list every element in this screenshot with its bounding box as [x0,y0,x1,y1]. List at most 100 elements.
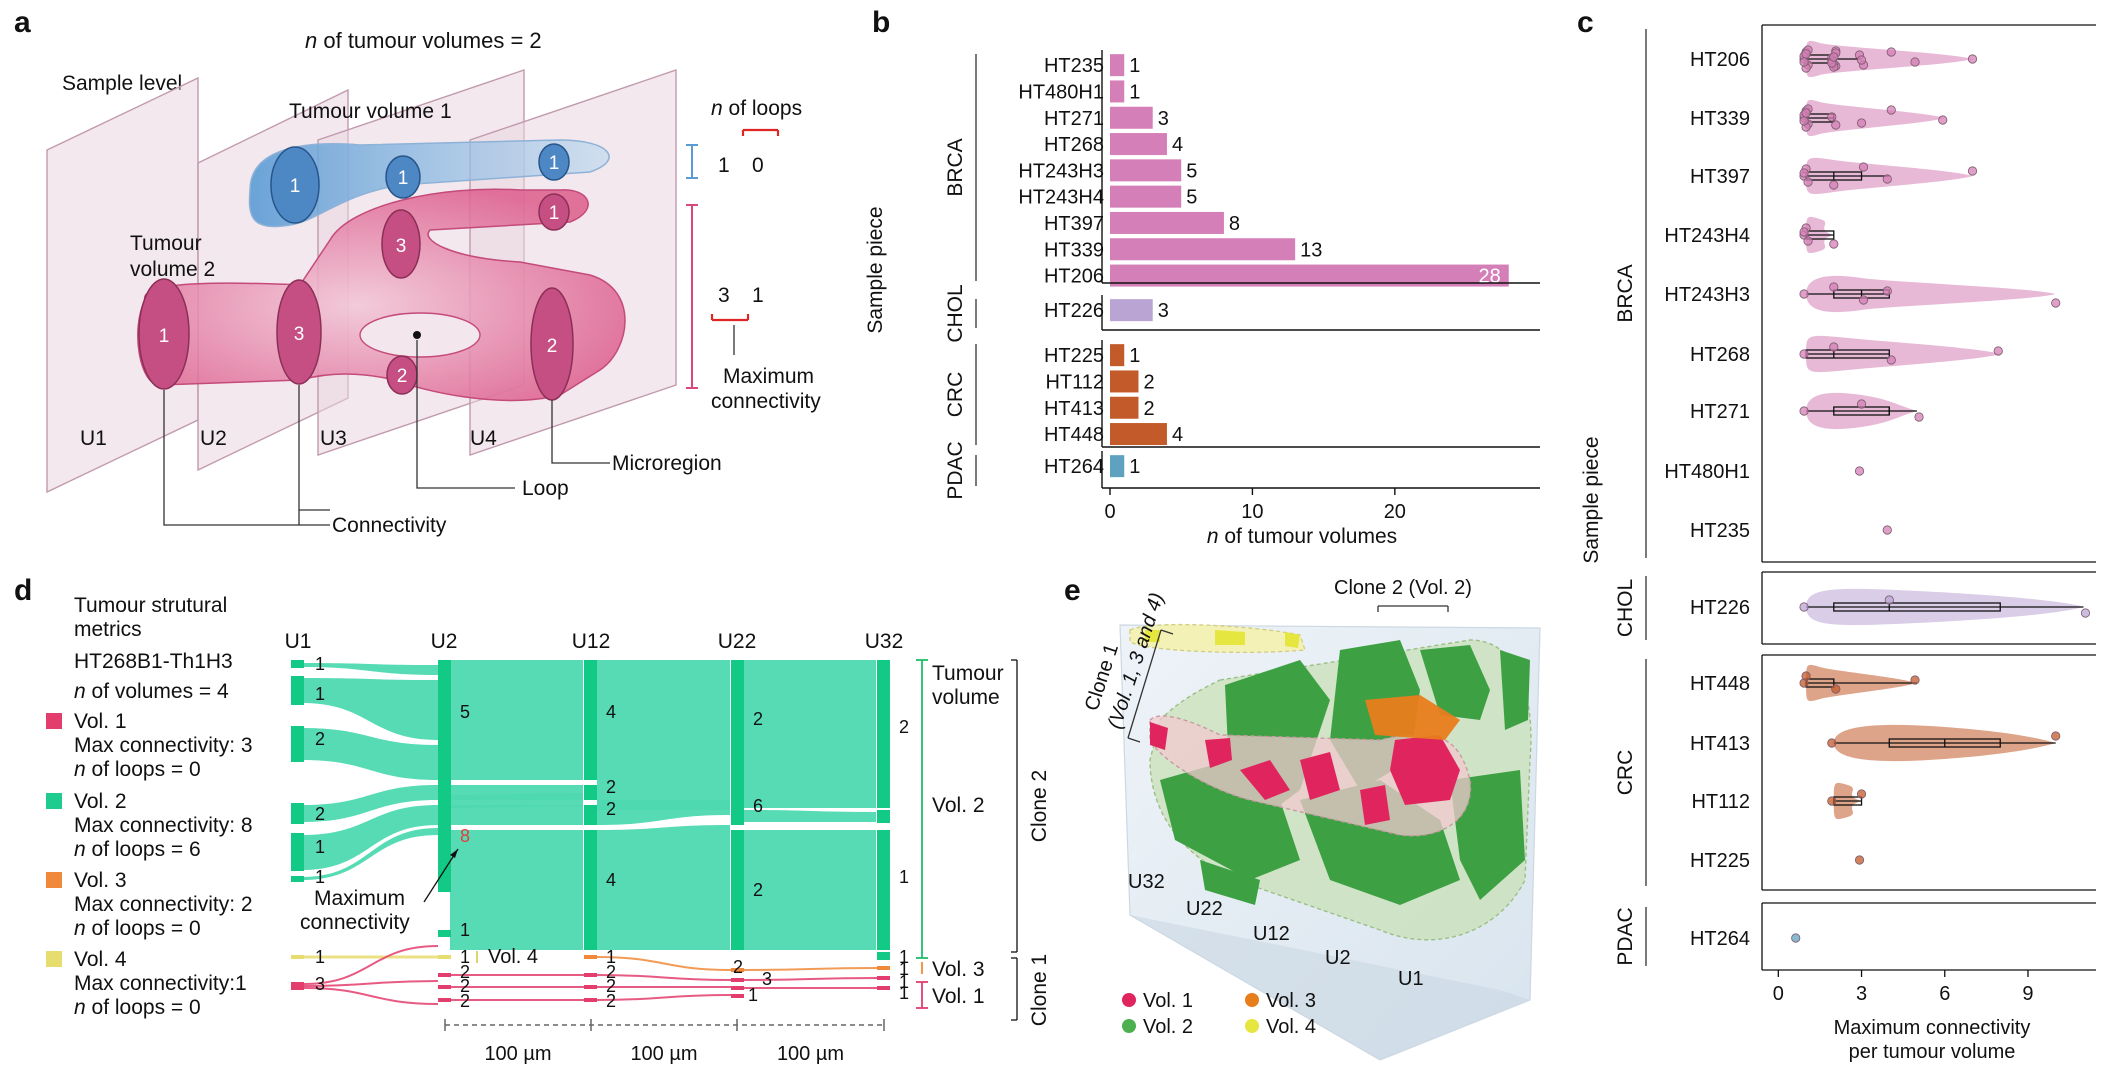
data-point [1829,239,1839,249]
row-label: HT226 [1690,597,1750,619]
sankey-node-label: 2 [460,976,470,996]
bar-category-label: HT243H3 [1018,160,1104,182]
data-point [1799,116,1809,126]
data-point [1938,115,1948,125]
sankey-node-label: 1 [315,867,325,887]
bar-category-label: HT235 [1044,55,1104,77]
sankey-node-label: 1 [899,947,909,967]
column-header: U22 [718,630,757,653]
sankey-flow [597,660,730,810]
bar [1110,370,1139,393]
data-point [1799,168,1809,178]
sankey-node-label: 2 [606,799,616,819]
data-point [1791,933,1801,943]
microregion-tv2-u3-top [381,209,421,279]
data-point [1829,180,1839,190]
sankey-node [438,660,451,892]
data-point [1882,286,1892,296]
bar [1110,396,1139,419]
sankey-node-label: 2 [606,962,616,982]
data-point [1993,346,2003,356]
sankey-node [584,985,597,989]
sample-level-label: Sample level [62,72,182,95]
group-label: CHOL [1614,579,1637,637]
vol-4-inline-label: Vol. 4 [488,946,538,968]
sankey-node-label: 1 [315,684,325,704]
sankey-node-label: 2 [733,957,743,977]
x-tick-label: 20 [1384,501,1406,523]
bar [1110,344,1125,367]
legend-label-vol3: Vol. 3 [1266,990,1316,1012]
column-header: U32 [865,630,904,653]
tv2-connectivity-value: 3 [718,284,730,307]
panel-b-bar-chart: HT235 1 HT480H1 1 HT271 3 HT268 4 HT243H3 5 HT243H… [864,50,1540,548]
tv1-connectivity-value: 1 [718,154,730,177]
bar-value-label: 1 [1129,345,1140,367]
microregion-callout-line [551,400,610,464]
sankey-node-label: 1 [899,983,909,1003]
microregion-tv1-u1 [270,146,320,224]
sankey-flow [744,810,876,822]
bar [1110,238,1296,261]
bar [1110,159,1182,182]
data-point [1884,595,1894,605]
data-point [2051,731,2061,741]
vol-4-spots [1145,630,1300,648]
sankey-flow [450,793,583,808]
volume-swatch [46,951,62,967]
bar-category-label: HT268 [1044,134,1104,156]
sankey-node-label: 1 [315,837,325,857]
sankey-node [291,726,304,762]
column-header: U1 [285,630,312,653]
sankey-node [291,876,304,882]
data-point [1854,466,1865,476]
sankey-node [877,660,890,808]
sankey-node-label: 2 [606,991,616,1011]
box [1833,602,2001,612]
clone-1-bracket [1160,629,1174,635]
data-point [1858,295,1869,305]
data-point [1856,789,1867,799]
sankey-node [291,803,304,824]
tumour-volume-label: Tumour [932,662,1004,685]
spacing-label: 100 µm [630,1043,697,1065]
section-label-u12: U12 [1253,923,1290,945]
sankey-node [438,973,451,977]
sankey-node [877,976,890,980]
data-point [1799,227,1809,237]
data-point [1801,671,1811,681]
panel-e-3d-rendering: Clone 1 (Vol. 1, 3 and 4) Clone 2 (Vol. … [1081,577,1541,1061]
row-label: HT225 [1690,850,1750,872]
max-connectivity-label: connectivity [711,390,821,413]
volume-name: Vol. 3 [74,869,127,892]
bar-value-label: 1 [1129,456,1140,478]
bar-category-label: HT206 [1044,266,1104,288]
microregion-tv2-u2 [276,279,322,385]
bar-category-label: HT264 [1044,456,1104,478]
sankey-flow [596,994,732,1001]
sankey-title: metrics [74,618,142,641]
data-point [1803,236,1813,246]
sankey-flow [450,805,583,825]
sankey-node [584,998,597,1002]
sankey-node-label: 1 [899,959,909,979]
volume-loops: n of loops = 0 [74,996,201,1019]
sankey-flow [450,660,583,780]
sankey-node [438,955,451,959]
tumour-volume-label: volume [932,686,1000,709]
row-label: HT268 [1690,344,1750,366]
data-point [1799,406,1809,416]
data-point [1856,55,1867,65]
tv2-loops-value: 1 [752,284,764,307]
legend-swatch-vol2 [1122,1019,1136,1033]
data-point [1801,108,1811,118]
bar-category-label: HT397 [1044,213,1104,235]
data-point [1882,525,1892,535]
bar [1110,185,1182,208]
sankey-node [438,998,451,1002]
y-axis-title: Sample piece [1580,436,1603,563]
microregion-label: 3 [396,236,407,257]
data-point [1886,105,1896,115]
bar [1110,133,1167,156]
sample-name: HT268B1-Th1H3 [74,650,233,673]
